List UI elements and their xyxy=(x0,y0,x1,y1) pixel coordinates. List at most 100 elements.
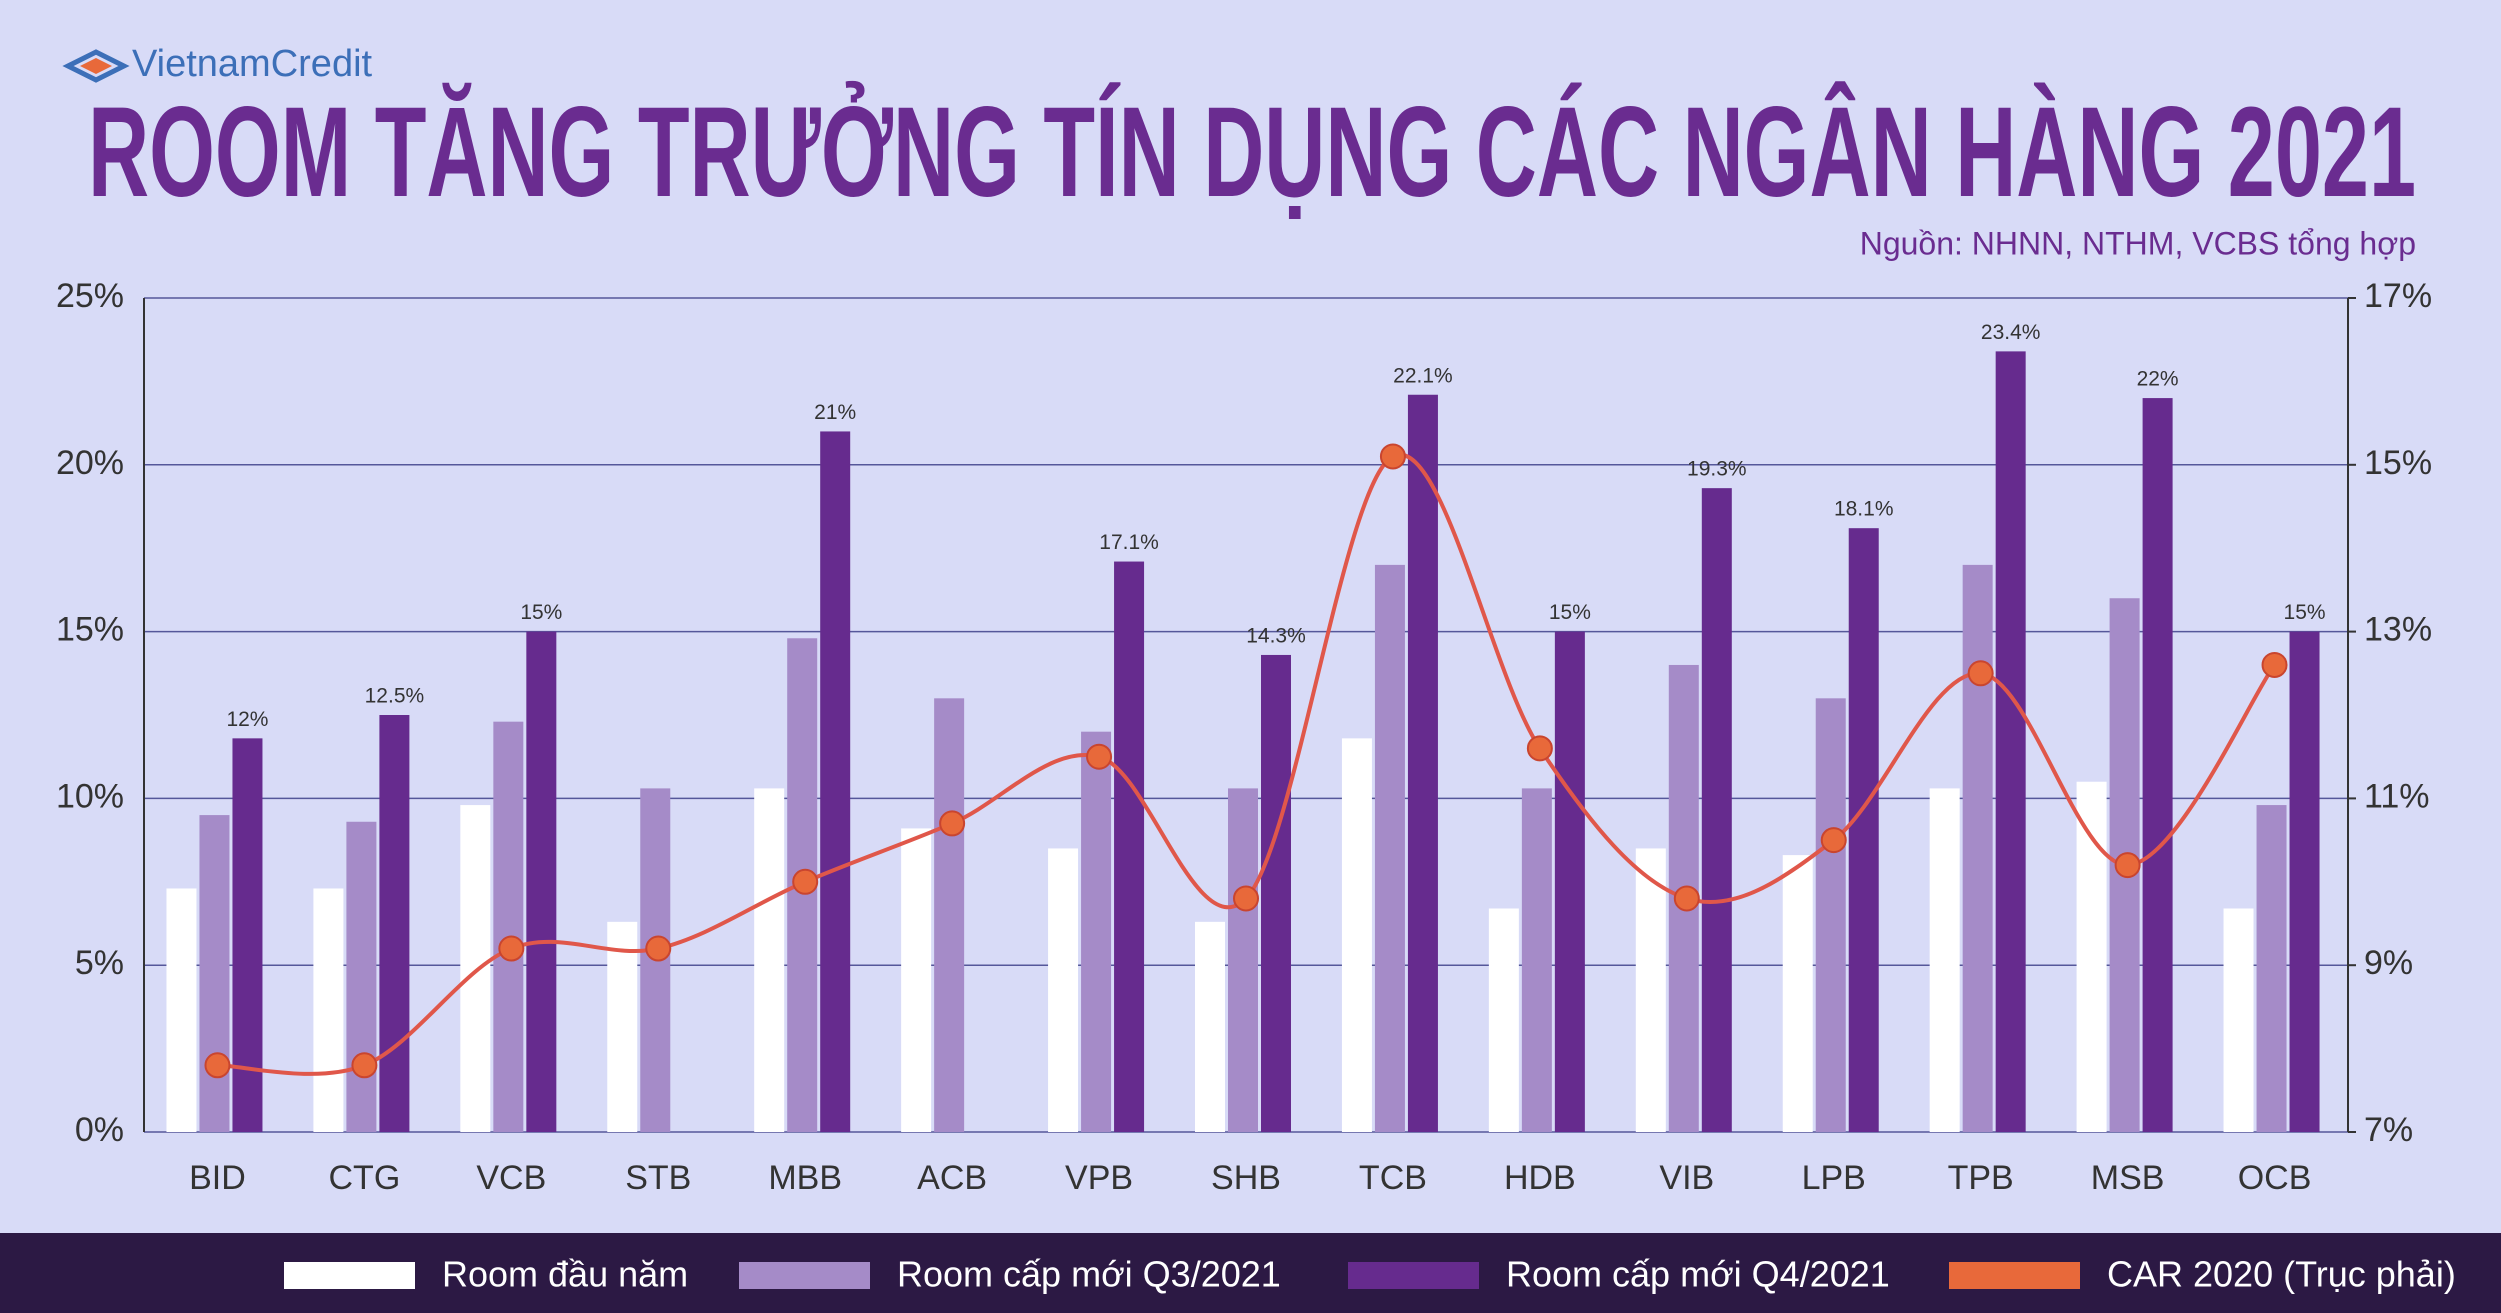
data-label: 15% xyxy=(2284,601,2326,624)
y2-tick-label: 7% xyxy=(2364,1111,2413,1149)
x-tick-label: TPB xyxy=(1948,1159,2014,1197)
bar xyxy=(1374,564,1405,1132)
x-tick-label: HDB xyxy=(1504,1159,1576,1197)
bar xyxy=(1048,848,1079,1132)
bar xyxy=(1554,631,1585,1132)
legend-swatch xyxy=(1949,1262,2080,1289)
x-tick-label: VPB xyxy=(1065,1159,1133,1197)
line-point xyxy=(2261,651,2288,678)
legend-label: Room cấp mới Q3/2021 xyxy=(897,1254,1281,1295)
bar xyxy=(313,888,344,1132)
y-tick-label: 20% xyxy=(56,444,124,482)
y2-tick-label: 9% xyxy=(2364,944,2413,982)
data-label: 14.3% xyxy=(1246,624,1306,647)
line-point xyxy=(1233,885,1259,912)
bar xyxy=(1488,908,1519,1132)
legend-label: Room cấp mới Q4/2021 xyxy=(1506,1254,1890,1295)
data-label: 19.3% xyxy=(1687,458,1747,481)
line xyxy=(217,452,2277,1076)
line-point xyxy=(645,935,672,962)
x-tick-label: LPB xyxy=(1802,1159,1866,1197)
y-tick-label: 5% xyxy=(75,944,124,982)
line-point xyxy=(939,810,966,837)
bar xyxy=(1782,855,1813,1132)
y2-tick-label: 15% xyxy=(2364,444,2432,482)
line-point xyxy=(792,868,819,895)
line-point xyxy=(2114,852,2141,879)
bar xyxy=(493,721,524,1132)
legend-swatch xyxy=(284,1262,415,1289)
bar xyxy=(2289,631,2320,1132)
bar xyxy=(1341,738,1372,1132)
data-label: 18.1% xyxy=(1834,498,1894,521)
chart-title: ROOM TĂNG TRƯỞNG TÍN DỤNG CÁC NGÂN HÀNG … xyxy=(88,80,2416,224)
line-point xyxy=(1526,735,1553,762)
bar xyxy=(1701,488,1732,1133)
bar xyxy=(379,715,410,1132)
bar xyxy=(754,788,785,1132)
y-tick-label: 15% xyxy=(56,611,124,649)
line-point xyxy=(1673,885,1700,912)
bar xyxy=(2256,805,2287,1132)
x-tick-label: SHB xyxy=(1211,1159,1281,1197)
x-tick-label: CTG xyxy=(329,1159,401,1197)
bar xyxy=(820,431,851,1132)
y-tick-label: 10% xyxy=(56,777,124,815)
bar xyxy=(1407,394,1438,1132)
data-label: 15% xyxy=(520,601,562,624)
bar xyxy=(1635,848,1666,1132)
y-tick-label: 0% xyxy=(75,1111,124,1149)
bar xyxy=(2223,908,2254,1132)
subtitle: Nguồn: NHNN, NTHM, VCBS tổng hợp xyxy=(1860,225,2416,261)
data-label: 15% xyxy=(1549,601,1591,624)
line-point xyxy=(204,1052,231,1079)
bar xyxy=(1929,788,1960,1132)
bar xyxy=(1114,561,1145,1132)
bar xyxy=(607,921,638,1132)
bar xyxy=(1228,788,1258,1132)
bar xyxy=(1261,654,1291,1132)
legend-swatch xyxy=(739,1262,870,1289)
bar xyxy=(1081,731,1112,1132)
data-label: 22.1% xyxy=(1393,364,1453,387)
y2-tick-label: 11% xyxy=(2364,777,2430,815)
y2-tick-label: 13% xyxy=(2364,611,2432,649)
bar xyxy=(526,631,557,1132)
legend-band xyxy=(0,1233,2501,1313)
bar xyxy=(1815,698,1846,1132)
legend-swatch xyxy=(1348,1262,1479,1289)
bar xyxy=(166,888,197,1132)
bar xyxy=(460,805,491,1132)
data-label: 22% xyxy=(2137,368,2179,391)
bar xyxy=(1195,921,1225,1132)
bar xyxy=(232,738,263,1132)
line-point xyxy=(498,935,525,962)
data-label: 12% xyxy=(226,708,268,731)
data-label: 17.1% xyxy=(1099,531,1159,554)
line-point xyxy=(1086,743,1113,770)
bar xyxy=(934,698,965,1132)
brand: VietnamCredit xyxy=(132,43,373,85)
logo xyxy=(62,49,130,83)
line-point xyxy=(1820,827,1847,854)
x-tick-label: BID xyxy=(189,1159,246,1197)
x-tick-label: STB xyxy=(625,1159,691,1197)
data-label: 12.5% xyxy=(365,685,425,708)
bar xyxy=(346,821,377,1132)
data-label: 21% xyxy=(814,401,856,424)
bar xyxy=(901,828,932,1132)
line-point xyxy=(1379,443,1406,470)
bar xyxy=(1962,564,1993,1132)
x-tick-label: VCB xyxy=(476,1159,546,1197)
line-point xyxy=(351,1052,378,1079)
bar xyxy=(199,815,230,1132)
bar xyxy=(2142,398,2173,1133)
x-tick-label: VIB xyxy=(1659,1159,1714,1197)
y2-tick-label: 17% xyxy=(2364,277,2432,315)
x-tick-label: OCB xyxy=(2238,1159,2312,1197)
x-tick-label: MSB xyxy=(2091,1159,2165,1197)
data-label: 23.4% xyxy=(1981,321,2041,344)
legend-label: CAR 2020 (Trục phải) xyxy=(2107,1254,2456,1295)
x-tick-label: MBB xyxy=(768,1159,842,1197)
